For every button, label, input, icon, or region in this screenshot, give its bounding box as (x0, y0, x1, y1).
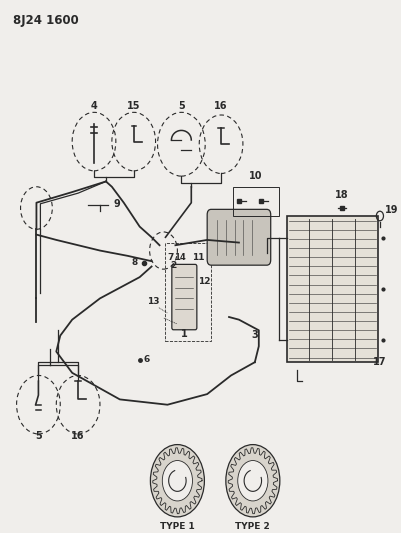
Text: TYPE 2: TYPE 2 (235, 522, 269, 530)
Text: 18: 18 (334, 190, 347, 200)
Text: 6: 6 (143, 355, 150, 364)
Text: 13: 13 (147, 297, 160, 306)
Text: 16: 16 (214, 101, 227, 111)
Circle shape (225, 445, 279, 517)
Bar (233, 187, 278, 216)
Text: 17: 17 (372, 357, 386, 367)
Bar (286, 216, 377, 362)
Text: 10: 10 (248, 171, 262, 181)
Text: 9: 9 (113, 199, 120, 209)
Text: 4: 4 (90, 101, 97, 111)
Circle shape (162, 461, 192, 501)
Text: 8J24 1600: 8J24 1600 (12, 14, 78, 27)
Text: 7: 7 (167, 253, 173, 262)
Text: 19: 19 (384, 205, 397, 215)
Text: 14: 14 (174, 253, 186, 262)
Text: 5: 5 (178, 101, 184, 111)
FancyBboxPatch shape (171, 264, 196, 330)
Circle shape (150, 445, 204, 517)
Text: TYPE 1: TYPE 1 (160, 522, 194, 530)
Text: 1: 1 (180, 329, 187, 339)
Text: 11: 11 (192, 253, 204, 262)
Text: 8: 8 (131, 259, 138, 267)
Circle shape (237, 461, 267, 501)
Text: 2: 2 (170, 261, 176, 270)
Text: 12: 12 (198, 277, 210, 286)
Bar (165, 243, 211, 341)
Text: 3: 3 (251, 330, 257, 340)
Text: 15: 15 (127, 101, 140, 111)
Text: 5: 5 (35, 431, 42, 441)
Text: 16: 16 (71, 431, 85, 441)
FancyBboxPatch shape (207, 209, 270, 265)
